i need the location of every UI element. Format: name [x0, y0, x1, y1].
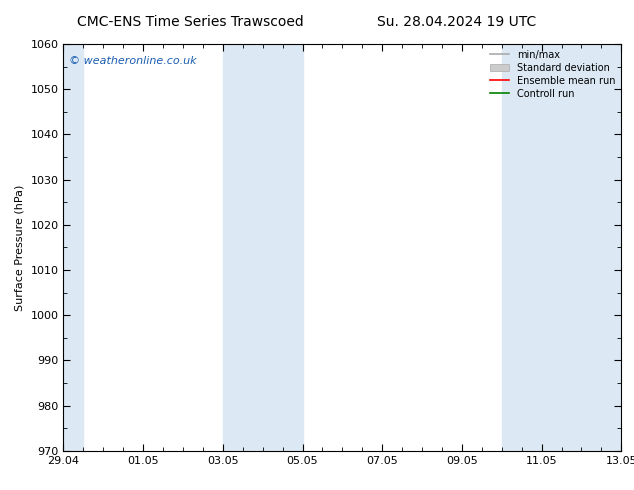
Bar — [501, 44, 621, 451]
Bar — [63, 44, 83, 451]
Y-axis label: Surface Pressure (hPa): Surface Pressure (hPa) — [15, 184, 25, 311]
Legend: min/max, Standard deviation, Ensemble mean run, Controll run: min/max, Standard deviation, Ensemble me… — [486, 46, 619, 102]
Text: Su. 28.04.2024 19 UTC: Su. 28.04.2024 19 UTC — [377, 15, 536, 29]
Bar — [223, 44, 302, 451]
Text: © weatheronline.co.uk: © weatheronline.co.uk — [69, 56, 197, 66]
Text: CMC-ENS Time Series Trawscoed: CMC-ENS Time Series Trawscoed — [77, 15, 304, 29]
